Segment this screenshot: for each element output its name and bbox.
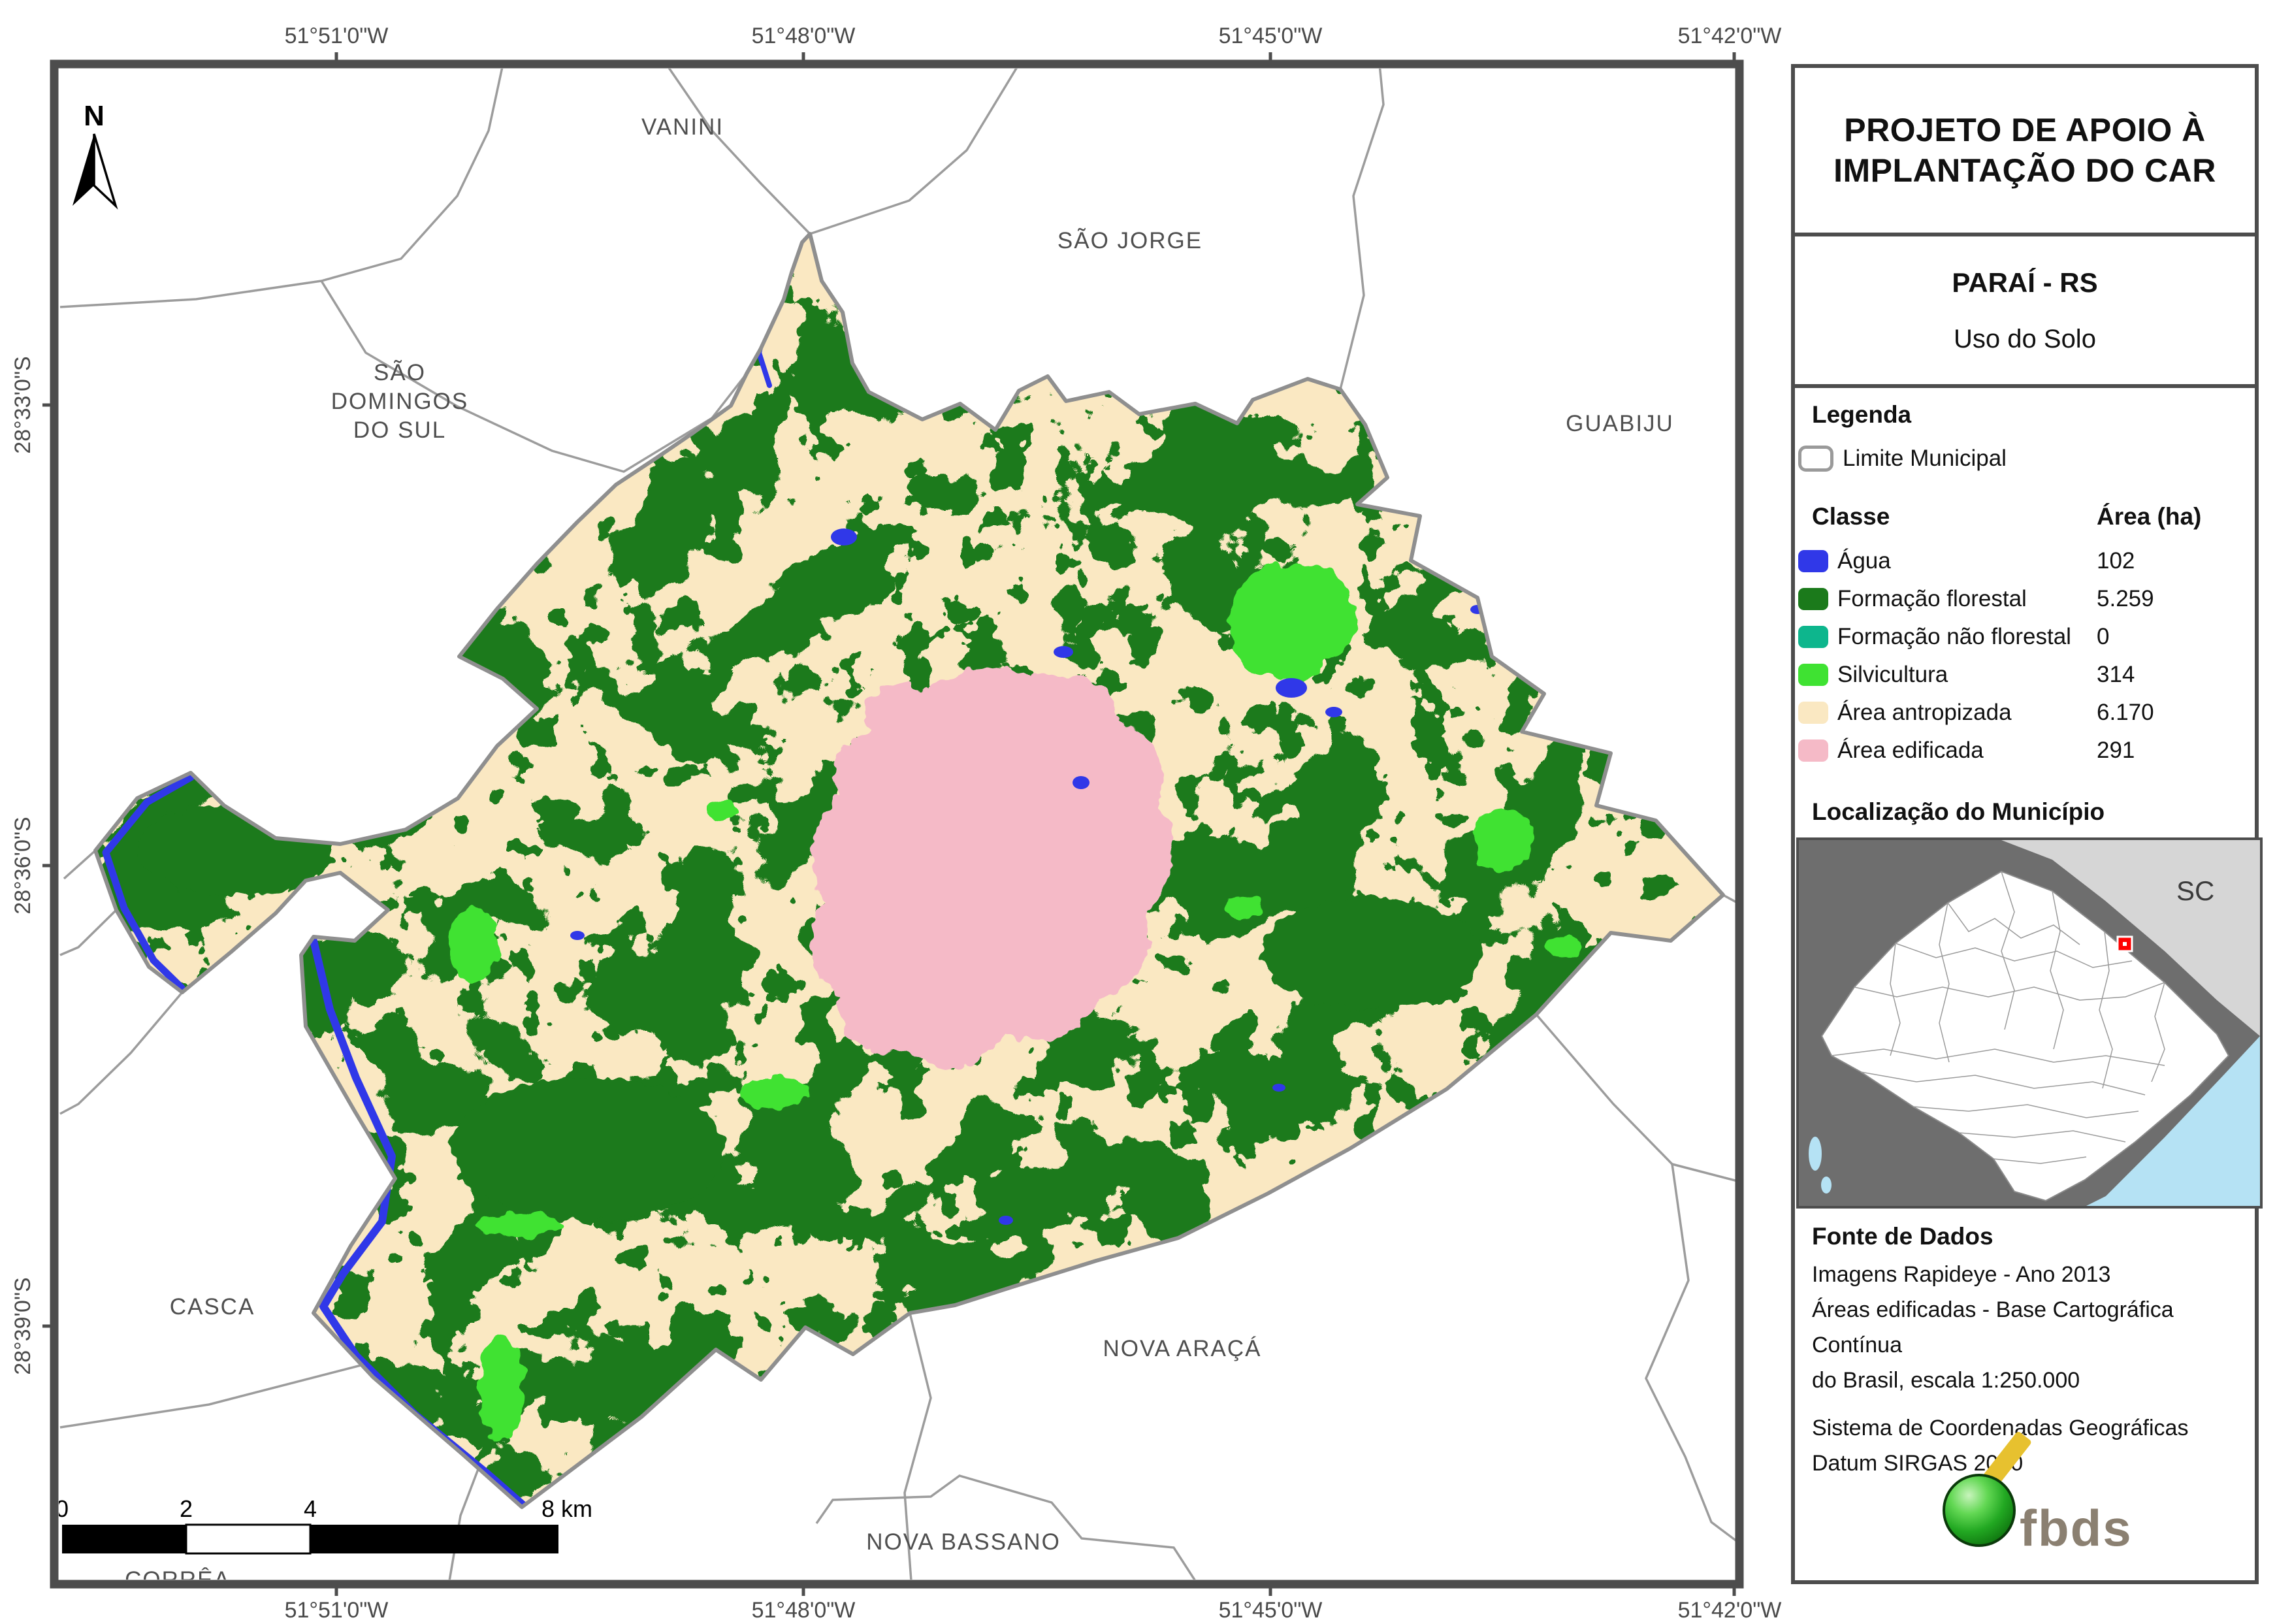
coord-top-1: 51°51'0"W [285, 24, 389, 48]
agua-swatch [1798, 550, 1828, 572]
legend-row-silvicultura: Silvicultura 314 [1798, 656, 2249, 694]
map-frame [50, 59, 1744, 1589]
graticule-ticks [42, 52, 1736, 1596]
project-title: PROJETO DE APOIO À IMPLANTAÇÃO DO CAR [1795, 68, 2255, 236]
label-sao-domingos-3: DO SUL [353, 417, 446, 443]
label-nova-bassano: NOVA BASSANO [866, 1529, 1061, 1555]
area-edificada-swatch [1798, 739, 1828, 762]
label-serafina-2: CORRÊA [125, 1567, 231, 1593]
scale-0: 0 [56, 1495, 69, 1522]
map-subtitle: PARAÍ - RS Uso do Solo [1795, 236, 2255, 388]
locator-rs-state [1820, 870, 2230, 1202]
area-antropizada-area: 6.170 [2097, 700, 2154, 725]
coord-bottom-1: 51°51'0"W [285, 1598, 389, 1621]
legend-rows: Água 102 Formação florestal 5.259 Formaç… [1798, 542, 2249, 770]
legend-columns: Classe Área (ha) [1812, 503, 2236, 530]
title-line-2: IMPLANTAÇÃO DO CAR [1833, 152, 2216, 189]
coord-top-4: 51°42'0"W [1678, 24, 1782, 48]
formacao-nao-florestal-swatch [1798, 626, 1828, 648]
source-line-1: Imagens Rapideye - Ano 2013 [1812, 1262, 2111, 1287]
label-sao-jorge: SÃO JORGE [1057, 228, 1202, 253]
legend-heading: Legenda [1812, 401, 1912, 428]
formacao-florestal-label: Formação florestal [1837, 586, 2027, 611]
limite-municipal-swatch [1798, 446, 1833, 472]
source-paragraph-1: Imagens Rapideye - Ano 2013 Áreas edific… [1812, 1257, 2255, 1398]
limite-municipal-label: Limite Municipal [1843, 446, 2007, 471]
formacao-nao-florestal-label: Formação não florestal [1837, 624, 2071, 649]
locator-map: SC [1796, 837, 2263, 1209]
legend-limite-row: Limite Municipal [1798, 446, 2007, 472]
legend-row-agua: Água 102 [1798, 542, 2249, 580]
coord-left-2: 28°36'0"S [10, 817, 35, 914]
municipality-boundary [93, 232, 1725, 1509]
area-antropizada-swatch [1798, 702, 1828, 724]
label-casca: CASCA [170, 1294, 255, 1320]
label-guabiju: GUABIJU [1566, 411, 1674, 436]
scale-2: 2 [180, 1495, 193, 1522]
locator-sc-region [2001, 840, 2260, 1036]
map-theme: Uso do Solo [1954, 324, 2096, 353]
silvicultura-area: 314 [2097, 662, 2135, 687]
svg-text:N: N [84, 100, 105, 132]
coord-left-3: 28°39'0"S [10, 1277, 35, 1374]
area-edificada-urban-blob [810, 667, 1173, 1068]
legend-row-area-antropizada: Área antropizada 6.170 [1798, 694, 2249, 732]
location-heading: Localização do Município [1812, 798, 2105, 825]
agua-area: 102 [2097, 548, 2135, 574]
coord-bottom-3: 51°45'0"W [1219, 1598, 1323, 1621]
formacao-florestal-area: 5.259 [2097, 586, 2154, 611]
info-panel: PROJETO DE APOIO À IMPLANTAÇÃO DO CAR PA… [1791, 64, 2263, 1584]
silvicultura-label: Silvicultura [1837, 662, 1948, 687]
formacao-nao-florestal-area: 0 [2097, 624, 2110, 649]
legend-col-area: Área (ha) [2097, 503, 2202, 530]
area-edificada-label: Área edificada [1837, 738, 1984, 763]
legend-row-formacao-nao-florestal: Formação não florestal 0 [1798, 618, 2249, 656]
silvicultura-swatch [1798, 664, 1828, 686]
coord-top-3: 51°45'0"W [1219, 24, 1323, 48]
source-heading: Fonte de Dados [1812, 1223, 1993, 1250]
locator-municipal-mesh [1831, 871, 2165, 1164]
fbds-logo-sphere-icon [1943, 1474, 2016, 1547]
area-antropizada-label: Área antropizada [1837, 700, 2012, 725]
north-arrow-icon: N [73, 100, 118, 210]
title-line-1: PROJETO DE APOIO À [1844, 112, 2206, 148]
municipality-name: PARAÍ - RS [1952, 267, 2098, 298]
coord-bottom-2: 51°48'0"W [752, 1598, 856, 1621]
label-sao-domingos-2: DOMINGOS [331, 389, 468, 414]
coord-bottom-4: 51°42'0"W [1678, 1598, 1782, 1621]
fbds-logo-text: fbds [2020, 1499, 2133, 1557]
source-line-4: Sistema de Coordenadas Geográficas [1812, 1416, 2189, 1440]
label-sao-domingos-1: SÃO [374, 360, 426, 385]
municipality-marker [2116, 935, 2133, 952]
scale-8km: 8 km [541, 1495, 592, 1522]
legend-row-area-edificada: Área edificada 291 [1798, 732, 2249, 770]
locator-lagoon [1809, 1137, 1822, 1171]
label-vanini: VANINI [641, 114, 724, 140]
panel-body: Legenda Limite Municipal Classe Área (ha… [1795, 388, 2263, 1580]
locator-sc-label: SC [2176, 875, 2214, 906]
legend-col-classe: Classe [1812, 503, 1890, 530]
coord-left-1: 28°33'0"S [10, 356, 35, 453]
label-nova-araca: NOVA ARAÇÁ [1103, 1336, 1261, 1361]
legend-row-formacao-florestal: Formação florestal 5.259 [1798, 580, 2249, 618]
agua-label: Água [1837, 548, 1891, 574]
locator-ocean [2086, 1036, 2260, 1206]
scale-bar: 0 2 4 8 km [56, 1495, 592, 1555]
formacao-florestal-swatch [1798, 588, 1828, 610]
locator-lagoon-2 [1821, 1177, 1832, 1194]
coord-top-2: 51°48'0"W [752, 24, 856, 48]
source-line-3: do Brasil, escala 1:250.000 [1812, 1368, 2080, 1393]
source-line-2: Áreas edificadas - Base Cartográfica Con… [1812, 1297, 2174, 1357]
map-area: VANINI SÃO JORGE SÃO DOMINGOS DO SUL GUA… [10, 24, 1782, 1623]
scale-4: 4 [304, 1495, 317, 1522]
area-edificada-area: 291 [2097, 738, 2135, 763]
